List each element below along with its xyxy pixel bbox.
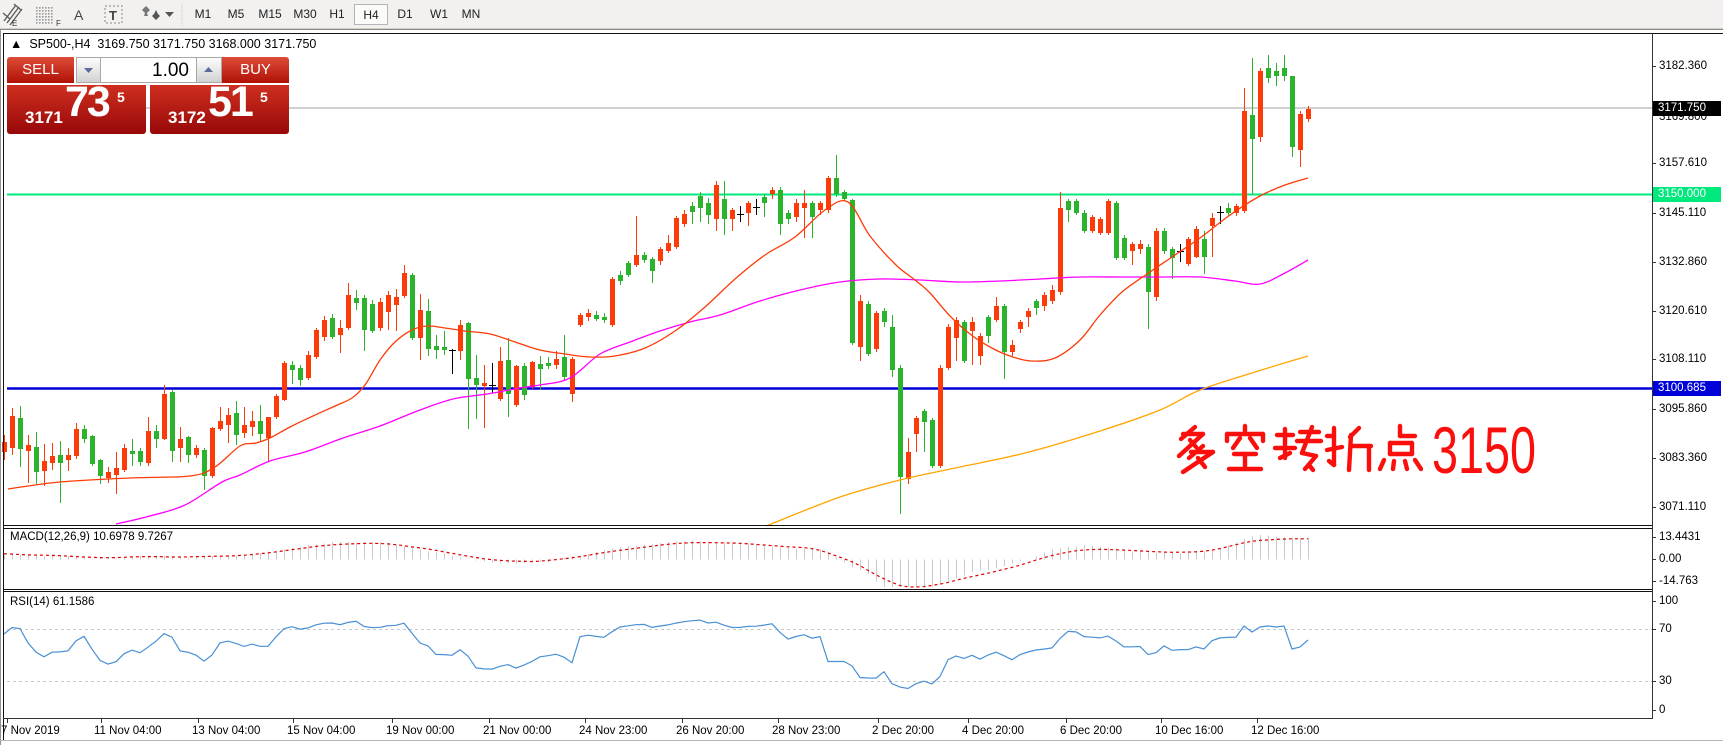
svg-text:A: A bbox=[74, 7, 84, 23]
svg-text:T: T bbox=[109, 8, 117, 23]
svg-text:F: F bbox=[56, 19, 61, 28]
svg-text:E: E bbox=[12, 19, 17, 28]
svg-text:3150: 3150 bbox=[1432, 413, 1536, 487]
